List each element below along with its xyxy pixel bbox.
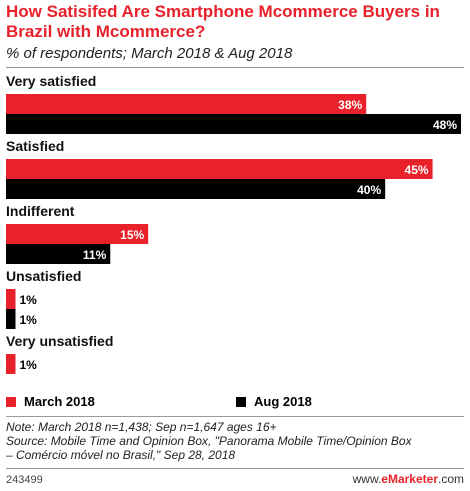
chart-title: How Satisifed Are Smartphone Mcommerce B… bbox=[6, 2, 440, 41]
value-label: 48% bbox=[433, 118, 457, 132]
legend-swatch-march bbox=[6, 396, 16, 407]
category-label: Unsatisfied bbox=[6, 268, 81, 284]
value-label: 45% bbox=[405, 163, 429, 177]
legend-item-march: March 2018 bbox=[6, 394, 95, 409]
source-line-continued: – Comércio móvel no Brasil," Sep 28, 201… bbox=[6, 448, 236, 462]
value-label: 40% bbox=[357, 183, 381, 197]
legend-item-aug: Aug 2018 bbox=[236, 394, 312, 409]
value-label: 15% bbox=[120, 228, 144, 242]
value-label: 1% bbox=[19, 358, 37, 372]
header-divider bbox=[6, 67, 464, 68]
bar-aug bbox=[6, 244, 111, 264]
bar-march bbox=[6, 159, 433, 179]
chart-notes: Note: March 2018 n=1,438; Sep n=1,647 ag… bbox=[6, 420, 466, 462]
bar-march bbox=[6, 224, 149, 244]
bar-aug bbox=[6, 309, 16, 329]
category-label: Very unsatisfied bbox=[6, 333, 113, 349]
chart-legend: March 2018 Aug 2018 bbox=[6, 394, 466, 412]
category-label: Very satisfied bbox=[6, 73, 96, 89]
value-label: 38% bbox=[338, 98, 362, 112]
legend-swatch-aug bbox=[236, 396, 246, 407]
brand-logo: www.eMarketer.com bbox=[353, 472, 464, 486]
value-label: 1% bbox=[19, 313, 37, 327]
bar-aug bbox=[6, 179, 386, 199]
chart-subtitle: % of respondents; March 2018 & Aug 2018 bbox=[6, 45, 293, 62]
value-label: 11% bbox=[83, 248, 107, 262]
brand-suffix: .com bbox=[437, 472, 464, 486]
bar-march bbox=[6, 94, 367, 114]
bar-march bbox=[6, 354, 16, 374]
brand-prefix: www. bbox=[352, 472, 382, 486]
bar-march bbox=[6, 289, 16, 309]
legend-label-aug: Aug 2018 bbox=[254, 394, 312, 409]
notes-divider bbox=[6, 416, 464, 417]
chart-id: 243499 bbox=[6, 474, 43, 486]
category-label: Indifferent bbox=[6, 203, 75, 219]
footer-divider bbox=[6, 468, 464, 469]
legend-label-march: March 2018 bbox=[24, 394, 95, 409]
bar-chart: Very satisfied 38% 48% Satisfied 45% 40% Indif… bbox=[6, 73, 461, 374]
category-label: Satisfied bbox=[6, 138, 64, 154]
value-label: 1% bbox=[19, 293, 37, 307]
source-line: Source: Mobile Time and Opinion Box, "Pa… bbox=[6, 434, 412, 448]
note-line: Note: March 2018 n=1,438; Sep n=1,647 ag… bbox=[6, 420, 277, 434]
bar-aug bbox=[6, 114, 461, 134]
brand-name: eMarketer bbox=[381, 472, 438, 486]
